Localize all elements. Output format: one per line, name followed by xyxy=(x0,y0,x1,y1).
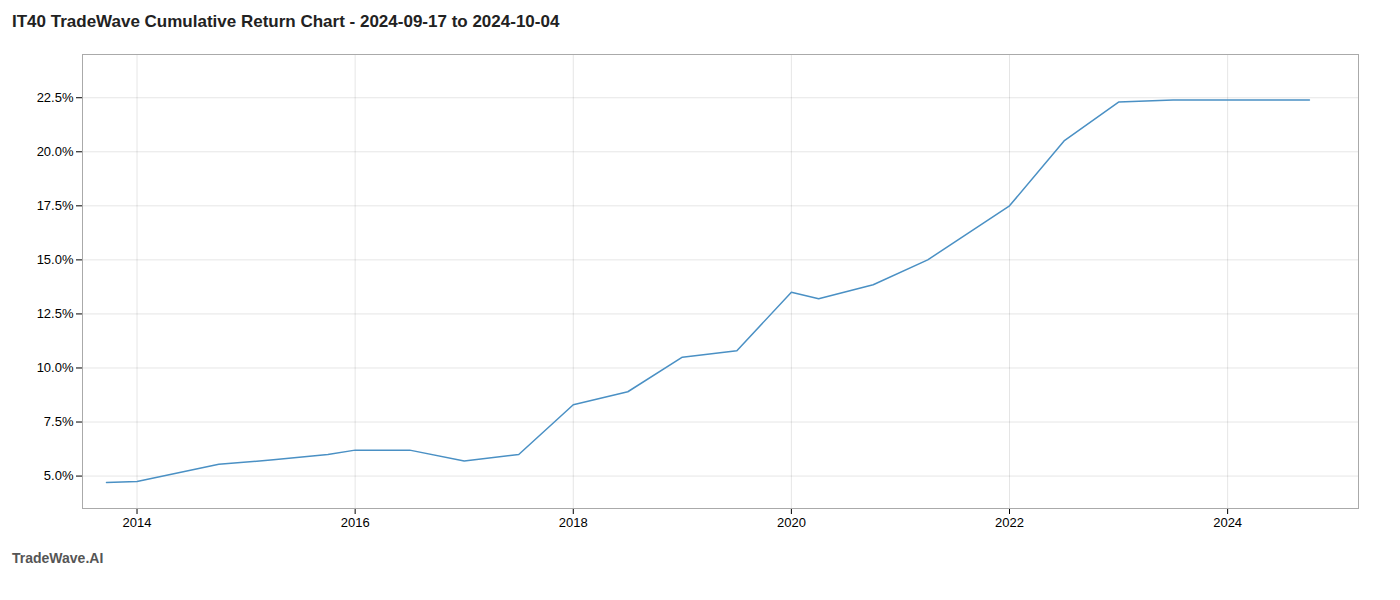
html-text:IT40 TradeWave Cumulative Retu: IT40 TradeWave Cumulative Return Chart -… xyxy=(12,12,560,31)
svg-text:15.0%: 15.0% xyxy=(37,252,74,267)
svg-text:12.5%: 12.5% xyxy=(37,306,74,321)
svg-text:2020: 2020 xyxy=(777,515,806,530)
svg-text:2014: 2014 xyxy=(123,515,152,530)
svg-text:20.0%: 20.0% xyxy=(37,144,74,159)
html-text:TradeWave.AI: TradeWave.AI xyxy=(12,550,104,566)
svg-text:2018: 2018 xyxy=(559,515,588,530)
svg-text:2016: 2016 xyxy=(341,515,370,530)
svg-text:2022: 2022 xyxy=(995,515,1024,530)
svg-text:5.0%: 5.0% xyxy=(44,468,74,483)
svg-text:17.5%: 17.5% xyxy=(37,198,74,213)
svg-text:10.0%: 10.0% xyxy=(37,360,74,375)
svg-text:2024: 2024 xyxy=(1213,515,1242,530)
svg-text:22.5%: 22.5% xyxy=(37,90,74,105)
svg-text:7.5%: 7.5% xyxy=(44,414,74,429)
